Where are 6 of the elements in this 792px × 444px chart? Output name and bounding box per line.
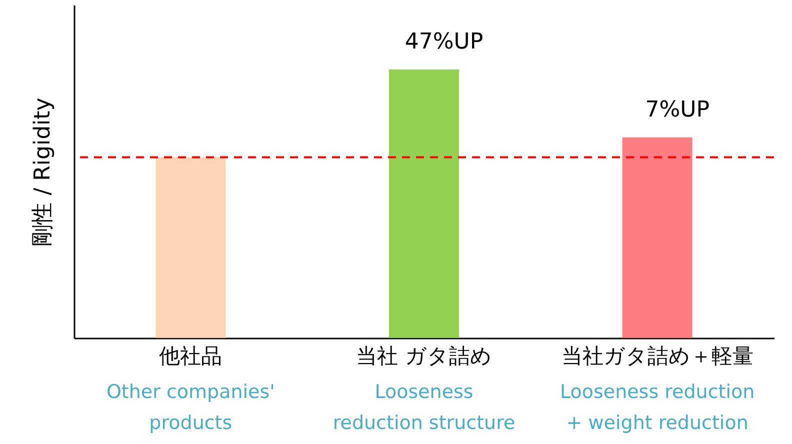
category-label: 他社品 Other companies' products xyxy=(106,344,275,434)
category-label: 当社ガタ詰め＋軽量 Looseness reduction + weight reduction xyxy=(560,344,755,434)
category-label: 当社 ガタ詰め Looseness reduction structure xyxy=(332,344,516,434)
annotation: 7%UP xyxy=(645,97,710,122)
annotation: 47%UP xyxy=(404,29,484,54)
y-axis-title: 剛性 / Rigidity xyxy=(30,98,56,246)
